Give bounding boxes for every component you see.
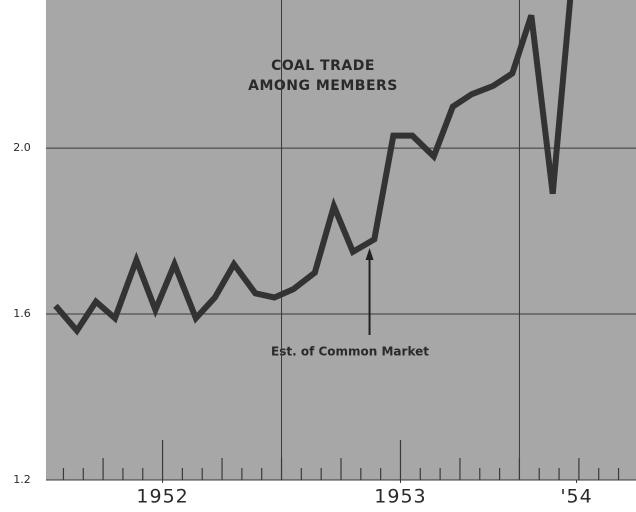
- y-tick-label: 1.6: [13, 307, 31, 320]
- x-tick-label: '54: [560, 486, 592, 508]
- y-tick-label: 2.0: [13, 141, 31, 154]
- chart-title: COAL TRADE: [271, 58, 375, 74]
- annotation: Est. of Common Market: [271, 345, 429, 359]
- x-tick-label: 1953: [374, 486, 426, 508]
- x-tick-label: 1952: [136, 486, 188, 508]
- annotation-arrowhead: [365, 248, 374, 260]
- y-tick-label: 1.2: [13, 473, 31, 486]
- data-line: [53, 0, 574, 336]
- chart-title: AMONG MEMBERS: [248, 78, 398, 94]
